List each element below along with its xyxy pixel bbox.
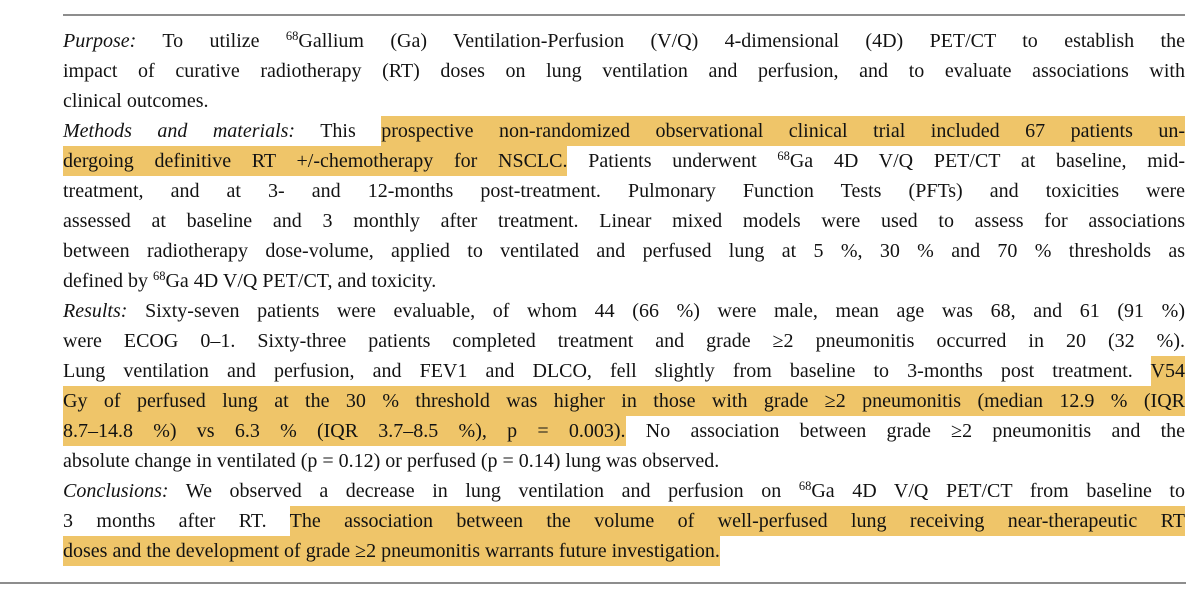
superscript: 68 (285, 29, 299, 44)
text-run: Ga 4D V/Q PET/CT from baseline to (811, 480, 1185, 502)
superscript: 68 (777, 149, 790, 164)
top-divider (63, 14, 1185, 16)
text-run: We observed a decrease in lung ventilati… (168, 480, 799, 502)
text-run: assessed at baseline and 3 monthly after… (63, 210, 1185, 232)
abstract-text: Purpose: To utilize 68Gallium (Ga) Venti… (63, 26, 1185, 566)
superscript: 68 (798, 479, 812, 494)
paragraph-results: Results: Sixty-seven patients were evalu… (63, 296, 1185, 476)
text-line: Methods and materials: This prospective … (63, 116, 1185, 146)
text-run: Sixty-seven patients were evaluable, of … (127, 300, 1185, 322)
text-line: assessed at baseline and 3 monthly after… (63, 206, 1185, 236)
section-label: Conclusions: (63, 480, 169, 502)
highlighted-text: The association between the volume of we… (289, 506, 1185, 536)
text-line: 3 months after RT. The association betwe… (63, 506, 1185, 536)
text-line: doses and the development of grade ≥2 pn… (63, 536, 1185, 566)
text-run: No association between grade ≥2 pneumoni… (625, 420, 1185, 442)
paragraph-conclusions: Conclusions: We observed a decrease in l… (63, 476, 1185, 566)
section-label: Methods and materials: (63, 120, 296, 142)
text-line: impact of curative radiotherapy (RT) dos… (63, 56, 1185, 86)
text-line: Gy of perfused lung at the 30 % threshol… (63, 386, 1185, 416)
text-line: clinical outcomes. (63, 86, 1185, 116)
text-line: dergoing definitive RT +/-chemotherapy f… (63, 146, 1185, 176)
bottom-divider (0, 582, 1186, 584)
text-run: absolute change in ventilated (p = 0.12)… (63, 450, 720, 472)
text-run: Ga 4D V/Q PET/CT at baseline, mid- (789, 150, 1186, 172)
text-run: were ECOG 0–1. Sixty-three patients comp… (63, 330, 1185, 352)
text-run: between radiotherapy dose-volume, applie… (63, 240, 1185, 262)
text-run: 3 months after RT. (63, 510, 290, 532)
highlighted-text: dergoing definitive RT +/-chemotherapy f… (63, 146, 568, 176)
text-line: absolute change in ventilated (p = 0.12)… (63, 446, 1185, 476)
paragraph-purpose: Purpose: To utilize 68Gallium (Ga) Venti… (63, 26, 1185, 116)
text-run: impact of curative radiotherapy (RT) dos… (63, 60, 1185, 82)
text-line: Results: Sixty-seven patients were evalu… (63, 296, 1185, 326)
highlighted-text: 8.7–14.8 %) vs 6.3 % (IQR 3.7–8.5 %), p … (63, 416, 626, 446)
text-line: between radiotherapy dose-volume, applie… (63, 236, 1185, 266)
section-label: Purpose: (63, 30, 137, 52)
text-run: defined by (63, 270, 153, 292)
text-line: Conclusions: We observed a decrease in l… (63, 476, 1185, 506)
text-run: This (295, 120, 382, 142)
highlighted-text: prospective non-randomized observational… (381, 116, 1185, 146)
highlighted-text: Gy of perfused lung at the 30 % threshol… (63, 386, 1185, 416)
section-label: Results: (63, 300, 128, 322)
text-run: Ga 4D V/Q PET/CT, and toxicity. (165, 270, 437, 292)
text-run: Patients underwent (567, 150, 778, 172)
superscript: 68 (152, 269, 166, 284)
text-line: treatment, and at 3- and 12-months post-… (63, 176, 1185, 206)
text-line: were ECOG 0–1. Sixty-three patients comp… (63, 326, 1185, 356)
text-line: Lung ventilation and perfusion, and FEV1… (63, 356, 1185, 386)
text-line: 8.7–14.8 %) vs 6.3 % (IQR 3.7–8.5 %), p … (63, 416, 1185, 446)
text-line: defined by 68Ga 4D V/Q PET/CT, and toxic… (63, 266, 1185, 296)
highlighted-text: V54 (1150, 356, 1185, 386)
text-run: treatment, and at 3- and 12-months post-… (63, 180, 1185, 202)
text-run: Gallium (Ga) Ventilation-Perfusion (V/Q)… (298, 30, 1185, 52)
text-run: clinical outcomes. (63, 90, 209, 112)
highlighted-text: doses and the development of grade ≥2 pn… (63, 536, 720, 566)
paragraph-methods-and-materials: Methods and materials: This prospective … (63, 116, 1185, 296)
text-run: Lung ventilation and perfusion, and FEV1… (63, 360, 1151, 382)
text-line: Purpose: To utilize 68Gallium (Ga) Venti… (63, 26, 1185, 56)
text-run: To utilize (136, 30, 286, 52)
